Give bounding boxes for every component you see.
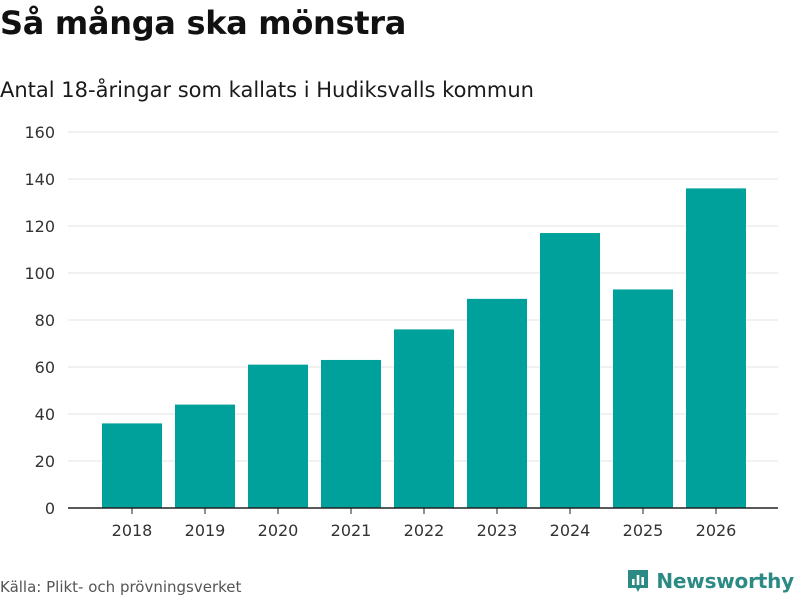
brand-name: Newsworthy	[656, 569, 794, 593]
x-axis-ticks: 2018 2019 2020 2021 2022 2023 2024 2025 2026	[112, 508, 737, 540]
brand-logo[interactable]: Newsworthy	[626, 568, 794, 594]
bar	[394, 329, 454, 508]
bar	[467, 298, 527, 508]
chart-title: Så många ska mönstra	[0, 4, 407, 42]
x-tick-label: 2024	[550, 521, 591, 540]
x-tick-label: 2025	[623, 521, 664, 540]
x-tick-label: 2021	[331, 521, 372, 540]
x-tick-label: 2022	[404, 521, 445, 540]
y-tick-label: 100	[24, 264, 55, 283]
y-tick-label: 40	[35, 405, 55, 424]
x-tick-label: 2020	[258, 521, 299, 540]
bar	[321, 359, 381, 508]
y-tick-label: 80	[35, 311, 55, 330]
y-tick-label: 0	[45, 499, 55, 518]
bar	[613, 289, 673, 508]
y-axis-ticks: 0 20 40 60 80 100 120 140 160	[24, 123, 55, 518]
x-tick-label: 2018	[112, 521, 153, 540]
chart-subtitle: Antal 18-åringar som kallats i Hudiksval…	[0, 78, 534, 102]
source-note: Källa: Plikt- och prövningsverket	[0, 578, 242, 596]
y-tick-label: 20	[35, 452, 55, 471]
bar	[540, 233, 600, 509]
y-tick-label: 140	[24, 170, 55, 189]
x-tick-label: 2019	[185, 521, 226, 540]
x-tick-label: 2023	[477, 521, 518, 540]
bar	[686, 188, 746, 508]
y-tick-label: 160	[24, 123, 55, 142]
bar	[175, 404, 235, 508]
bar	[102, 423, 162, 508]
y-tick-label: 120	[24, 217, 55, 236]
bar-chart-logo-icon	[628, 570, 649, 592]
x-tick-label: 2026	[696, 521, 737, 540]
y-tick-label: 60	[35, 358, 55, 377]
bar	[248, 364, 308, 508]
bars	[102, 188, 746, 509]
